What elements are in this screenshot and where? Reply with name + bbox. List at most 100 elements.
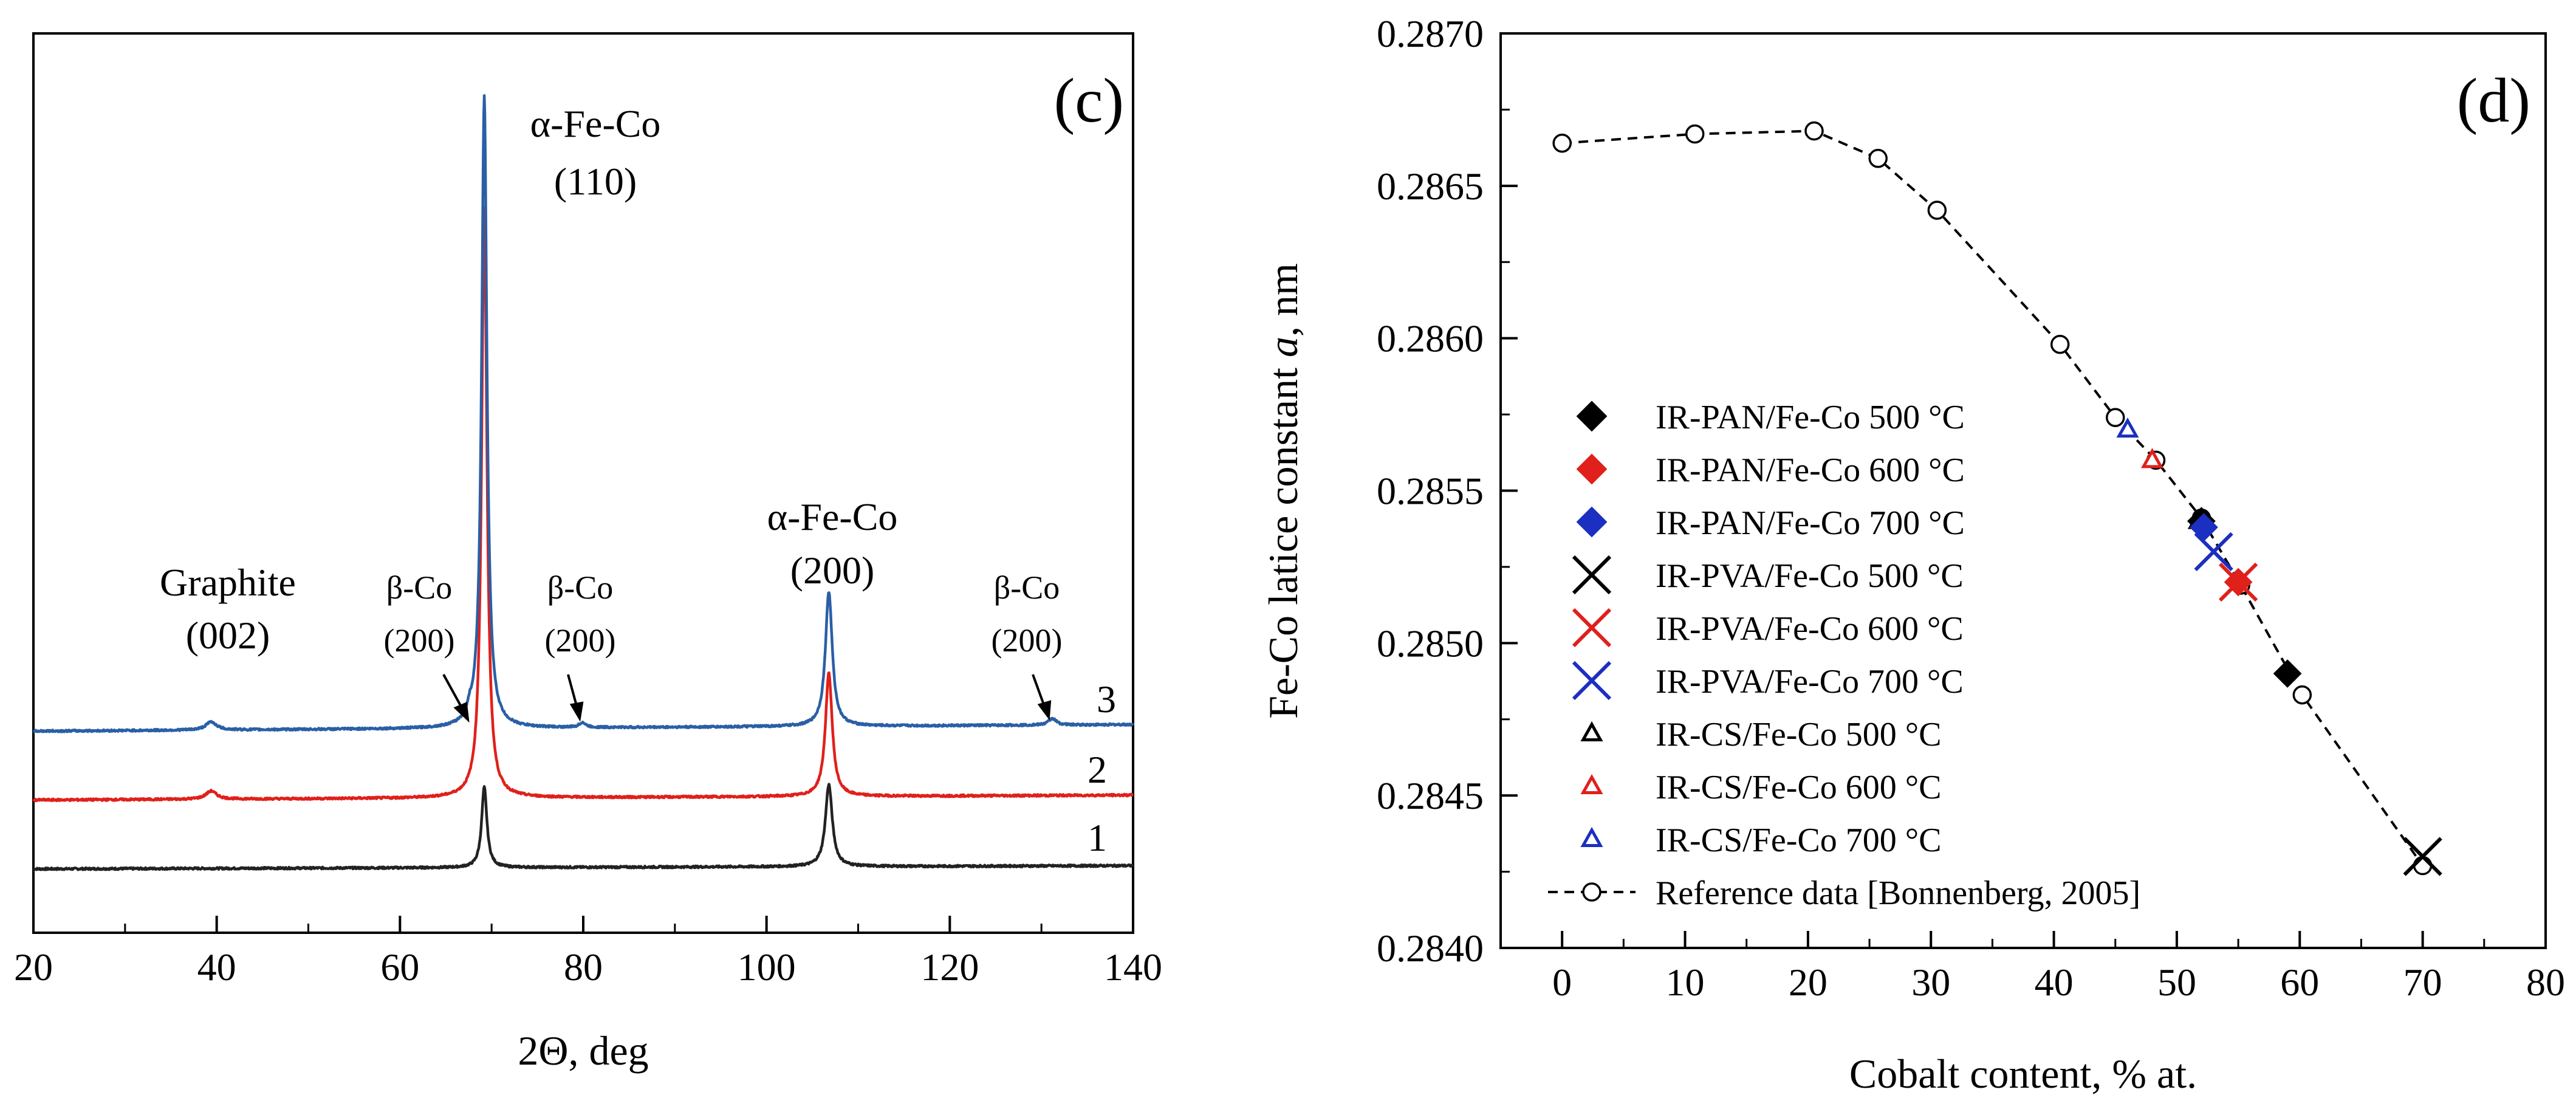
panel-c-series-group [32, 94, 1135, 871]
annotation-arrows [442, 674, 1052, 723]
panel-d-tag: (d) [2457, 66, 2530, 136]
d-x-tick-label: 50 [2157, 961, 2196, 1004]
legend-marker-8 [1580, 826, 1603, 847]
legend-marker-6 [1580, 721, 1603, 741]
legend-marker-1 [1576, 453, 1608, 485]
curve-label-3: 3 [1097, 678, 1116, 721]
c-x-tick-label: 140 [1104, 946, 1162, 989]
data-point-3-stroke-b [2403, 837, 2442, 876]
reference-point [1685, 124, 1705, 144]
legend-marker-0 [1576, 400, 1608, 432]
annotation-alpha-feco-200: α-Fe-Co [767, 495, 898, 538]
annotation-beta-co-2: β-Co [547, 569, 613, 606]
arrow-beta-co-3 [1032, 674, 1046, 709]
reference-point [2413, 856, 2433, 876]
annotation-graphite-hkl: (002) [186, 614, 270, 657]
annotation-beta-co-3-hkl: (200) [992, 622, 1063, 659]
c-x-tick-label: 40 [197, 946, 236, 989]
legend-marker-2 [1576, 506, 1608, 538]
panel-d-legend: IR-PAN/Fe-Co 500 °C IR-PAN/Fe-Co 600 °C IR… [1548, 399, 2140, 912]
data-point-4 [2218, 562, 2258, 602]
d-y-tick-label: 0.2855 [1377, 470, 1484, 513]
y-title-prefix: Fe-Co latice constant [1260, 357, 1306, 719]
c-x-tick-label: 20 [14, 946, 53, 989]
arrow-beta-co-2-head [569, 701, 584, 722]
panel-d-x-axis-title: Cobalt content, % at. [1849, 1051, 2197, 1097]
annotation-beta-co-2-hkl: (200) [545, 622, 616, 659]
data-point-4-stroke-b [2218, 562, 2258, 602]
d-x-tick-label: 80 [2526, 961, 2565, 1004]
legend-marker-9 [1582, 882, 1601, 902]
panel-d-axis-ticks: 0 10 20 30 40 50 60 70 80 0.2840 0.2845 0.2850 0.285… [1377, 12, 2565, 1004]
arrow-beta-co-3-head [1037, 700, 1052, 721]
annotation-beta-co-3: β-Co [994, 569, 1060, 606]
d-x-tick-label: 40 [2035, 961, 2074, 1004]
legend-label-5: IR-PVA/Fe-Co 700 °C [1656, 663, 1964, 701]
panel-c-tag: (c) [1054, 66, 1124, 136]
annotation-alpha-feco-200-hkl: (200) [790, 549, 875, 592]
arrow-beta-co-2 [567, 674, 578, 709]
d-y-tick-label: 0.2840 [1377, 927, 1484, 970]
reference-point [1552, 133, 1572, 153]
panel-c-x-axis-title: 2Θ, deg [518, 1028, 648, 1074]
legend-marker-5-stroke-b [1572, 661, 1612, 701]
c-x-tick-label: 100 [738, 946, 796, 989]
legend-marker-3-stroke-b [1572, 555, 1612, 595]
xrd-curve-2 [32, 206, 1134, 803]
reference-dashed-line [1562, 129, 2424, 867]
reference-point [2050, 334, 2070, 354]
panel-d-measured-points [2116, 417, 2442, 876]
legend-marker-5 [1572, 661, 1612, 701]
d-y-tick-label: 0.2860 [1377, 317, 1484, 360]
legend-label-9: Reference data [Bonnenberg, 2005] [1656, 874, 2140, 912]
y-title-italic: a [1260, 337, 1306, 357]
panel-d-lattice-chart: 0 10 20 30 40 50 60 70 80 0.2840 0.2845 0.2850 0.285… [1260, 12, 2565, 1097]
xrd-curve-3 [32, 94, 1135, 733]
xrd-curve-1 [32, 783, 1134, 871]
c-x-tick-label: 120 [920, 946, 979, 989]
reference-point [1927, 201, 1947, 220]
legend-label-2: IR-PAN/Fe-Co 700 °C [1656, 504, 1965, 542]
reference-point [2106, 408, 2125, 427]
panel-d-frame [1499, 32, 2547, 949]
data-point-5-stroke-b [2194, 532, 2233, 571]
legend-label-8: IR-CS/Fe-Co 700 °C [1656, 822, 1941, 859]
reference-point [1804, 121, 1824, 141]
d-x-tick-label: 20 [1789, 961, 1828, 1004]
legend-marker-4 [1572, 608, 1612, 648]
legend-label-6: IR-CS/Fe-Co 500 °C [1656, 716, 1941, 753]
d-y-tick-label: 0.2870 [1377, 12, 1484, 55]
curve-label-1: 1 [1088, 816, 1107, 859]
legend-label-0: IR-PAN/Fe-Co 500 °C [1656, 399, 1965, 436]
y-title-suffix: , nm [1260, 263, 1306, 337]
reference-point [2292, 685, 2312, 705]
legend-label-7: IR-CS/Fe-Co 600 °C [1656, 769, 1941, 806]
reference-point [1868, 148, 1888, 168]
annotation-graphite: Graphite [160, 561, 296, 604]
d-y-tick-label: 0.2850 [1377, 622, 1484, 665]
panel-d-y-axis-title: Fe-Co latice constant a, nm [1260, 263, 1306, 719]
legend-label-1: IR-PAN/Fe-Co 600 °C [1656, 451, 1965, 489]
legend-marker-3 [1572, 555, 1612, 595]
data-point-7 [2140, 448, 2163, 468]
d-y-tick-label: 0.2845 [1377, 774, 1484, 817]
data-point-0 [2273, 659, 2302, 688]
d-x-tick-label: 70 [2403, 961, 2442, 1004]
d-x-tick-label: 60 [2280, 961, 2319, 1004]
data-point-8 [2116, 417, 2139, 438]
c-x-tick-label: 60 [380, 946, 419, 989]
legend-marker-7 [1580, 774, 1603, 794]
data-point-5 [2194, 532, 2233, 571]
curve-label-2: 2 [1088, 748, 1107, 791]
legend-label-3: IR-PVA/Fe-Co 500 °C [1656, 557, 1964, 595]
annotation-alpha-feco-110-hkl: (110) [554, 160, 637, 203]
panel-c-x-ticks: 20 40 60 80 100 120 140 [14, 916, 1162, 989]
c-x-tick-label: 80 [564, 946, 603, 989]
legend-label-4: IR-PVA/Fe-Co 600 °C [1656, 610, 1964, 648]
data-point-3 [2403, 837, 2442, 876]
annotation-beta-co-1: β-Co [386, 569, 452, 606]
d-y-tick-label: 0.2865 [1377, 165, 1484, 208]
arrow-beta-co-1-head [453, 702, 470, 723]
d-x-tick-label: 0 [1552, 961, 1572, 1004]
